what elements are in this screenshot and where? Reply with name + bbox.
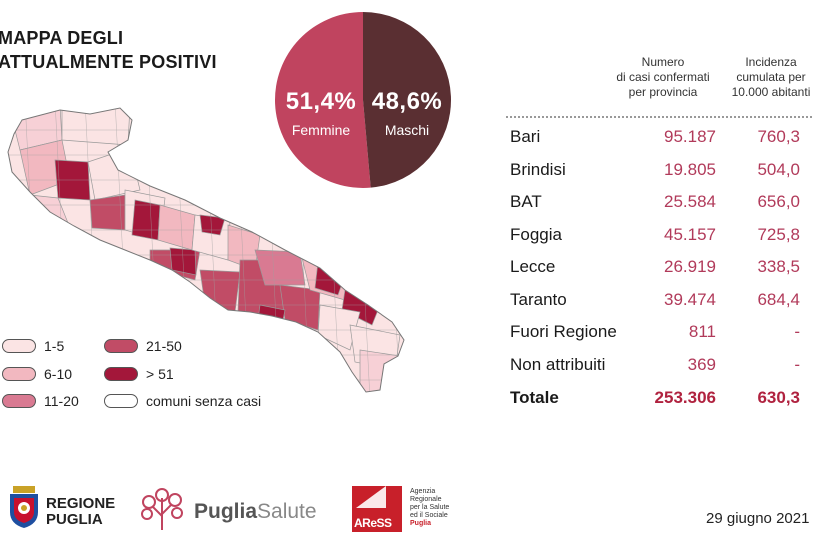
table-row: Fuori Regione 811 - (510, 322, 818, 346)
header-cases-line2: di casi confermati (616, 70, 710, 84)
legend-label: comuni senza casi (146, 393, 262, 409)
gender-pie (275, 12, 452, 188)
puglia-salute-logo: PugliaSalute (194, 500, 317, 524)
legend-swatch (2, 394, 36, 408)
regione-puglia-logo: REGIONE PUGLIA (46, 496, 115, 528)
male-block: 48,6% Maschi (366, 88, 448, 138)
legend-label: 1-5 (44, 338, 65, 354)
row-incidence: - (794, 355, 800, 374)
header-incidence-line2: cumulata per (736, 70, 806, 84)
row-name: Brindisi (510, 160, 566, 179)
row-name: BAT (510, 192, 542, 211)
legend-swatch (104, 367, 138, 381)
header-incidence: Incidenza cumulata per 10.000 abitanti (724, 55, 818, 100)
legend-item: 11-20 (2, 393, 79, 409)
aress-line5: Puglia (410, 520, 432, 527)
aress-line4: ed il Sociale (410, 512, 448, 519)
row-cases: 369 (687, 355, 716, 374)
table-row: Taranto 39.474 684,4 (510, 290, 818, 314)
table-row: Bari 95.187 760,3 (510, 127, 818, 151)
total-incidence: 630,3 (757, 388, 800, 407)
row-cases: 39.474 (664, 290, 716, 309)
table-total-row: Totale 253.306 630,3 (510, 388, 818, 412)
row-cases: 19.805 (664, 160, 716, 179)
table-divider (506, 116, 812, 118)
total-cases: 253.306 (654, 388, 716, 407)
pie-slice-male (363, 12, 452, 188)
row-incidence: 684,4 (757, 290, 800, 309)
header-cases-line3: per provincia (628, 85, 698, 99)
row-incidence: 504,0 (757, 160, 800, 179)
header-incidence-line3: 10.000 abitanti (731, 85, 811, 99)
aress-logo-text: Agenzia Regionale per la Salute ed il So… (410, 488, 449, 528)
row-name: Fuori Regione (510, 322, 617, 341)
row-incidence: 725,8 (757, 225, 800, 244)
table-row: Lecce 26.919 338,5 (510, 257, 818, 281)
row-incidence: 338,5 (757, 257, 800, 276)
male-label: Maschi (384, 122, 430, 138)
title-line1: MAPPA DEGLI (0, 28, 124, 48)
legend-item: 1-5 (2, 338, 64, 354)
legend-label: > 51 (146, 366, 174, 382)
legend-item: 21-50 (104, 338, 182, 354)
table-row: Brindisi 19.805 504,0 (510, 160, 818, 184)
regione-line2: PUGLIA (46, 511, 103, 528)
row-cases: 95.187 (664, 127, 716, 146)
row-cases: 45.157 (664, 225, 716, 244)
table-row: BAT 25.584 656,0 (510, 192, 818, 216)
legend-swatch (2, 339, 36, 353)
male-percent: 48,6% (371, 88, 443, 115)
title-line2: ATTUALMENTE POSITIVI (0, 52, 217, 72)
legend-item: > 51 (104, 366, 174, 382)
row-incidence: 760,3 (757, 127, 800, 146)
header-cases-line1: Numero (641, 55, 685, 69)
aress-line1: Agenzia (410, 488, 436, 495)
header-incidence-line1: Incidenza (745, 55, 797, 69)
puglia-salute-bold: Puglia (194, 500, 258, 523)
regione-puglia-crest-icon (10, 486, 38, 528)
row-name: Non attribuiti (510, 355, 606, 374)
table-row: Non attribuiti 369 - (510, 355, 818, 379)
female-block: 51,4% Femmine (280, 88, 362, 138)
female-percent: 51,4% (285, 88, 357, 115)
row-cases: 26.919 (664, 257, 716, 276)
page-title: MAPPA DEGLI ATTUALMENTE POSITIVI (0, 26, 217, 74)
puglia-salute-tree-icon (141, 488, 183, 530)
legend-swatch (104, 339, 138, 353)
aress-mark-text: AReSS (354, 516, 392, 530)
header-cases: Numero di casi confermati per provincia (604, 55, 722, 100)
total-name: Totale (510, 388, 559, 407)
row-name: Lecce (510, 257, 556, 276)
row-incidence: 656,0 (757, 192, 800, 211)
female-label: Femmine (291, 122, 351, 138)
aress-line2: Regionale (410, 496, 442, 503)
legend-label: 11-20 (44, 393, 79, 409)
row-name: Bari (510, 127, 541, 146)
pie-slice-female (275, 12, 371, 188)
aress-logo-mark: AReSS (352, 486, 402, 532)
legend-swatch (2, 367, 36, 381)
legend-label: 6-10 (44, 366, 73, 382)
regione-line1: REGIONE (46, 495, 116, 512)
legend-swatch (104, 394, 138, 408)
report-date: 29 giugno 2021 (706, 510, 810, 527)
legend-item: comuni senza casi (104, 393, 261, 409)
aress-line3: per la Salute (410, 504, 450, 511)
legend-item: 6-10 (2, 366, 72, 382)
row-incidence: - (794, 322, 800, 341)
row-name: Taranto (510, 290, 567, 309)
row-cases: 25.584 (664, 192, 716, 211)
legend-label: 21-50 (146, 338, 182, 354)
row-name: Foggia (510, 225, 562, 244)
puglia-salute-light: Salute (257, 500, 317, 523)
row-cases: 811 (688, 322, 716, 341)
table-row: Foggia 45.157 725,8 (510, 225, 818, 249)
